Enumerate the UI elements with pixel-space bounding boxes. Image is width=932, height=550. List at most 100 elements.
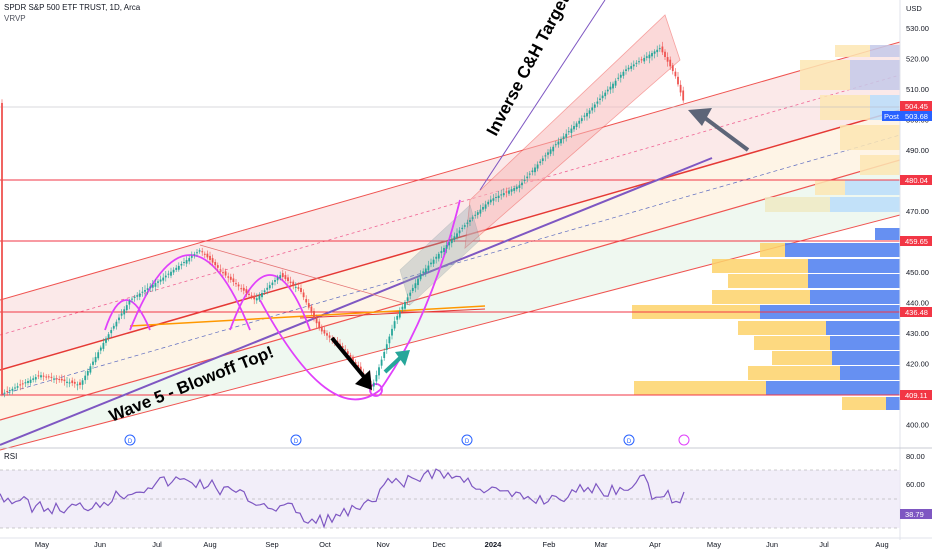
- candle-body: [206, 253, 209, 258]
- candle-body: [216, 265, 219, 268]
- candle-body: [453, 236, 456, 240]
- candle-body: [29, 379, 32, 383]
- candle-body: [307, 303, 310, 308]
- candle-body: [539, 161, 542, 163]
- candle-body: [625, 69, 627, 71]
- neckline: [129, 305, 486, 327]
- candle-body: [6, 391, 9, 393]
- candle-body: [492, 198, 495, 201]
- candle-body: [248, 293, 250, 295]
- candle-body: [118, 317, 120, 321]
- candle-body: [276, 277, 279, 281]
- candle-body: [255, 298, 258, 301]
- candle-body: [128, 300, 131, 305]
- rsi-label: RSI: [4, 452, 18, 461]
- time-tick: Jun: [94, 540, 106, 549]
- candle-body: [232, 278, 235, 282]
- candle-body: [658, 48, 661, 50]
- price-tick: 450.00: [906, 268, 929, 277]
- candle-body: [409, 292, 412, 296]
- candle-body: [24, 382, 27, 384]
- candle-body: [245, 289, 248, 293]
- svg-text:D: D: [294, 439, 299, 445]
- candle-body: [159, 279, 162, 282]
- candle-body: [284, 275, 287, 280]
- candle-body: [619, 74, 622, 78]
- candle-body: [11, 388, 14, 391]
- candle-body: [313, 311, 315, 318]
- candle-body: [34, 377, 37, 380]
- candle-body: [669, 59, 672, 67]
- time-axis[interactable]: May Jun Jul Aug Sep Oct Nov Dec 2024 Feb Mar Apr May…: [0, 537, 932, 549]
- candle-body: [110, 330, 113, 334]
- candle-body: [422, 271, 425, 273]
- candle-body: [198, 250, 201, 252]
- candle-body: [502, 193, 505, 196]
- candle-body: [461, 227, 464, 230]
- candle-body: [417, 278, 419, 286]
- time-tick: Jul: [819, 540, 829, 549]
- candle-body: [349, 354, 352, 358]
- breakout-wedge: [399, 204, 481, 306]
- price-axis[interactable]: USD 530.00520.00510.00500.00490.00480.00…: [882, 0, 932, 540]
- regression-channels: [0, 41, 901, 451]
- candle-body: [393, 321, 396, 329]
- candle-body: [430, 262, 432, 265]
- candle-body: [73, 381, 76, 384]
- candle-body: [495, 197, 497, 198]
- price-tick: 530.00: [906, 24, 929, 33]
- candle-body: [612, 83, 614, 89]
- candle-body: [289, 281, 292, 283]
- candle-body: [242, 287, 245, 291]
- candle-body: [209, 255, 211, 260]
- svg-text:D: D: [128, 439, 133, 445]
- candle-body: [518, 185, 521, 188]
- candle-body: [378, 367, 380, 376]
- candle-body: [398, 311, 401, 318]
- time-tick: 2024: [485, 540, 503, 549]
- candle-body: [107, 334, 110, 339]
- candle-body: [3, 392, 6, 394]
- candle-body: [123, 309, 126, 315]
- candle-body: [229, 276, 232, 280]
- candle-body: [352, 356, 354, 362]
- candle-body: [435, 256, 438, 259]
- candle-body: [651, 53, 653, 57]
- candle-body: [653, 51, 656, 54]
- candle-body: [180, 263, 183, 266]
- candle-body: [497, 195, 500, 199]
- candle-body: [510, 189, 513, 192]
- candle-body: [593, 104, 596, 108]
- candle-body: [201, 251, 204, 253]
- candle-body: [292, 281, 295, 285]
- candle-body: [346, 351, 349, 354]
- candle-body: [271, 282, 274, 286]
- candle-body: [240, 288, 243, 290]
- candle-body: [112, 325, 115, 329]
- svg-text:D: D: [627, 439, 632, 445]
- candle-body: [523, 179, 526, 182]
- pattern-arcs: [104, 199, 461, 401]
- candle-body: [656, 49, 659, 53]
- candle-body: [21, 383, 24, 385]
- svg-text:60.00: 60.00: [906, 480, 925, 489]
- candle-body: [638, 61, 640, 63]
- candle-body: [105, 338, 107, 343]
- candle-body: [144, 290, 146, 292]
- candle-body: [427, 265, 430, 271]
- candle-body: [172, 269, 175, 273]
- candle-body: [380, 359, 383, 366]
- candle-body: [622, 71, 625, 76]
- candle-body: [162, 277, 165, 281]
- candle-body: [666, 57, 669, 62]
- candle-body: [627, 67, 630, 70]
- candle-body: [411, 287, 414, 292]
- candle-body: [266, 287, 269, 290]
- time-tick: Feb: [543, 540, 556, 549]
- candle-body: [404, 302, 406, 309]
- candle-body: [320, 326, 323, 332]
- candle-body: [196, 252, 198, 254]
- candle-body: [138, 293, 141, 297]
- candle-body: [45, 376, 48, 378]
